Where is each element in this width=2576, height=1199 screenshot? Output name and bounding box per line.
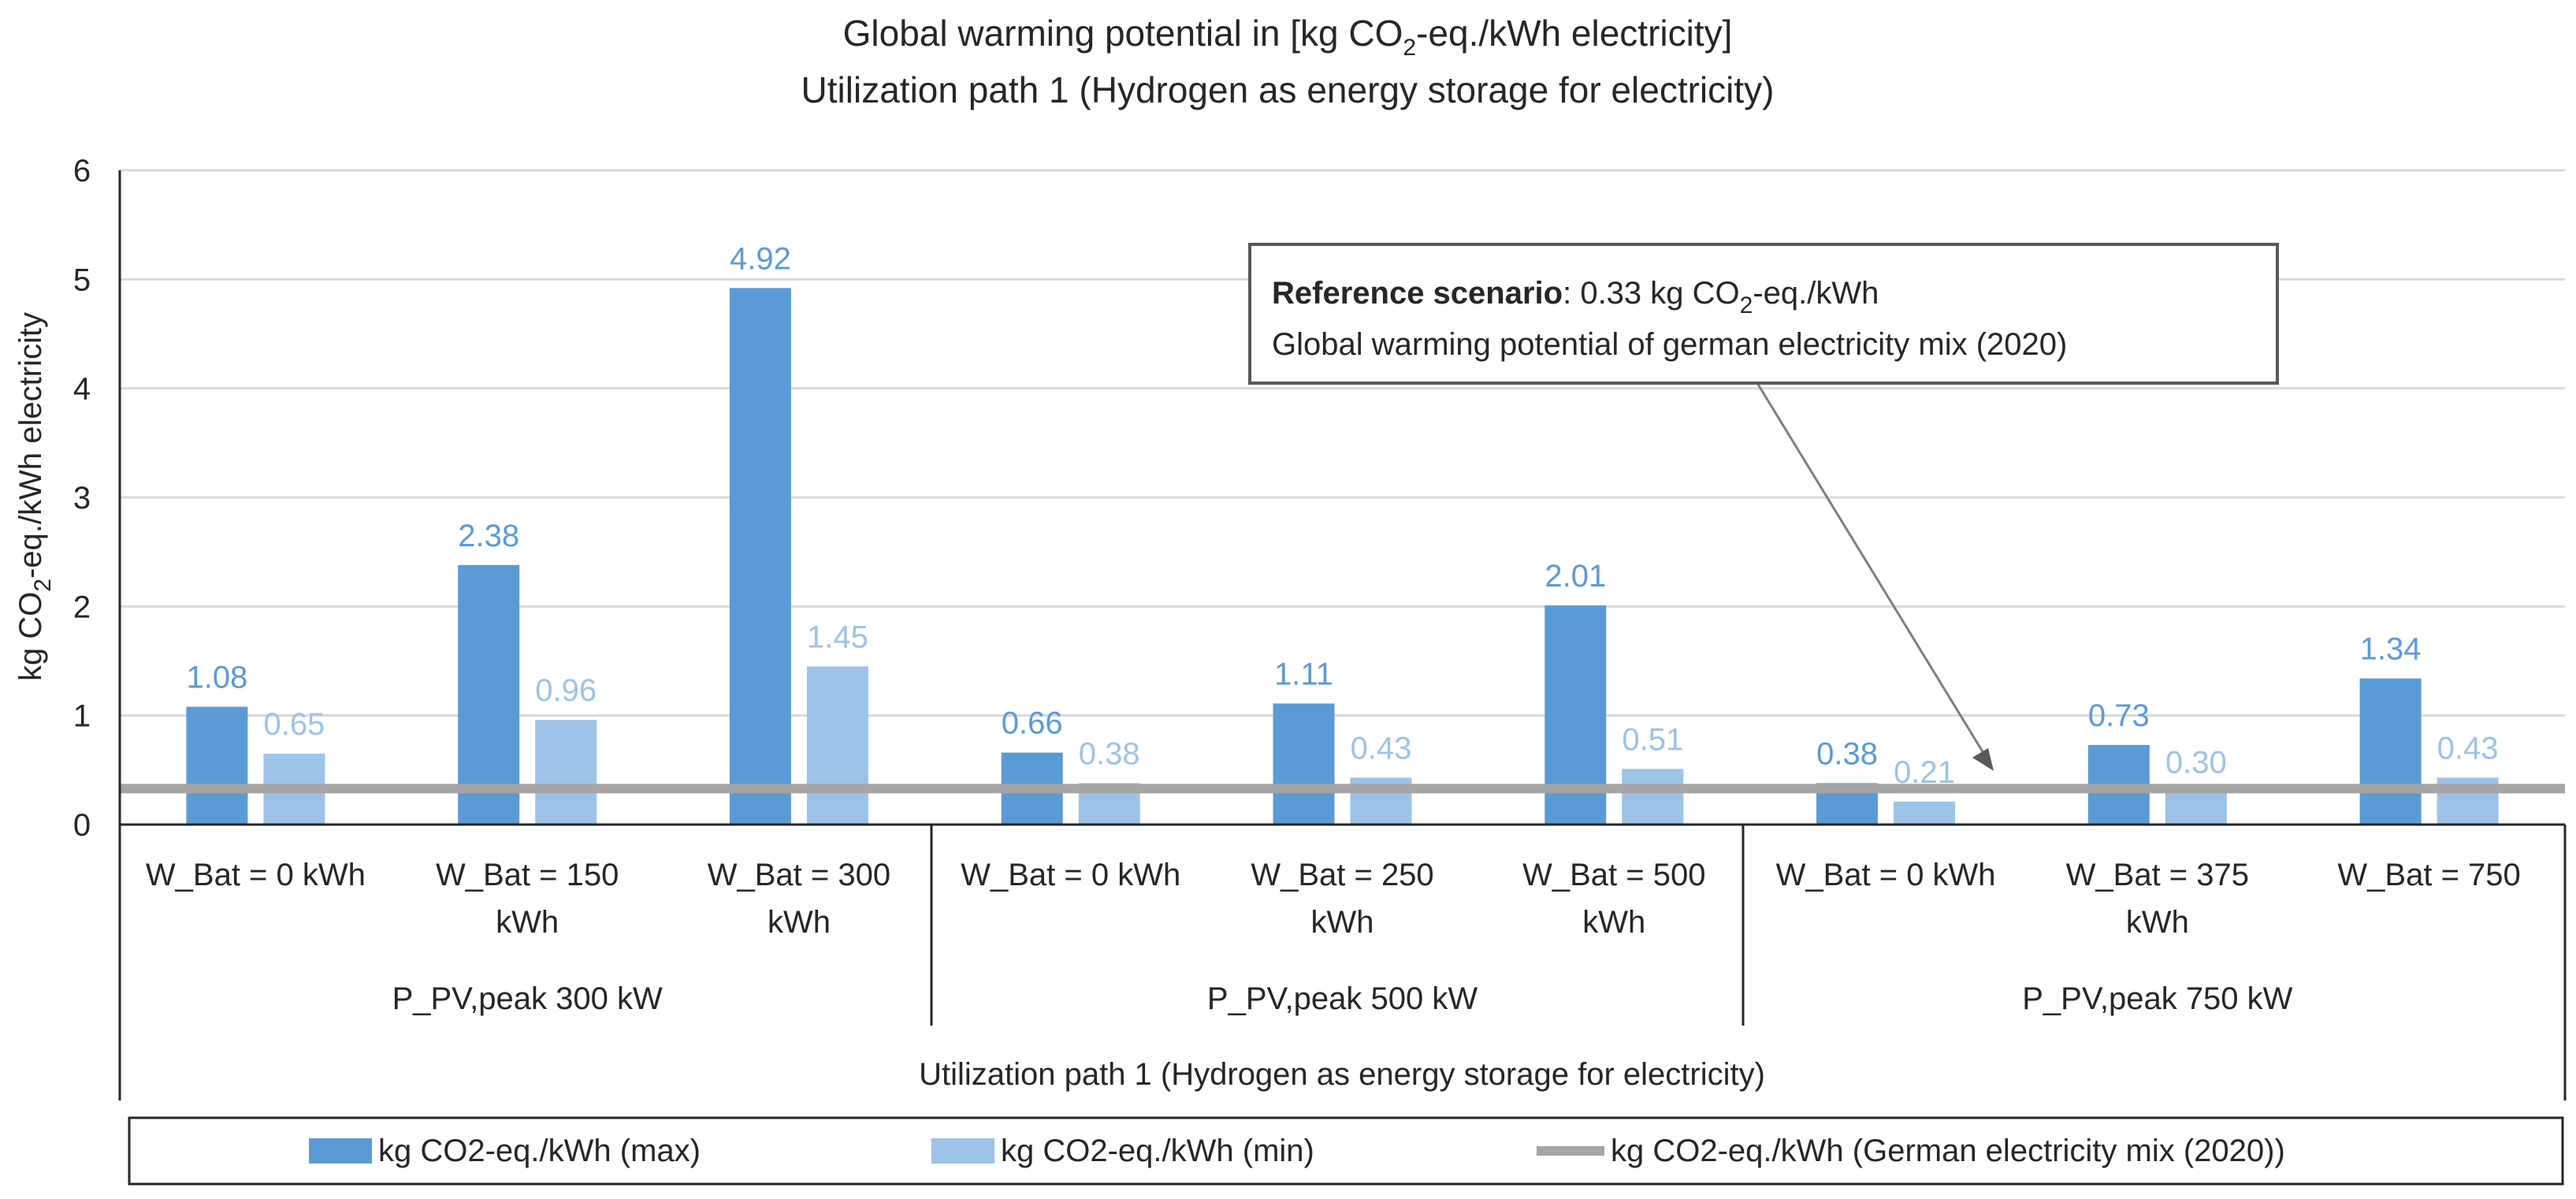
data-label-max: 0.66 bbox=[1002, 706, 1063, 741]
data-label-min: 0.96 bbox=[535, 673, 597, 708]
category-label: W_Bat = 150 bbox=[436, 858, 619, 892]
data-label-max: 0.73 bbox=[2088, 698, 2150, 733]
annotation-arrowhead bbox=[1972, 748, 1994, 771]
bar-min bbox=[1622, 769, 1684, 825]
group-label: P_PV,peak 750 kW bbox=[2022, 981, 2292, 1016]
data-label-max: 1.34 bbox=[2360, 632, 2422, 667]
category-labels: W_Bat = 0 kWh W_Bat = 150 kWh W_Bat = 300 kW… bbox=[146, 858, 2521, 940]
y-tick-label: 6 bbox=[73, 154, 91, 188]
bar-max bbox=[186, 706, 248, 825]
bar-max bbox=[458, 564, 520, 825]
legend-label-reference: kg CO2-eq./kWh (German electricity mix (… bbox=[1611, 1134, 2285, 1168]
y-axis-label: kg CO2-eq./kWh electricity bbox=[13, 312, 56, 681]
category-label: W_Bat = 0 kWh bbox=[1776, 858, 1996, 892]
category-label: W_Bat = 500 bbox=[1522, 858, 1705, 892]
data-label-min: 0.65 bbox=[263, 707, 325, 742]
category-label: kWh bbox=[2126, 905, 2189, 940]
legend-label-max: kg CO2-eq./kWh (max) bbox=[378, 1134, 701, 1168]
category-label: W_Bat = 750 bbox=[2337, 858, 2520, 892]
annotation-line-2: Global warming potential of german elect… bbox=[1272, 327, 2067, 362]
annotation-box bbox=[1248, 243, 2279, 385]
bar-min bbox=[535, 720, 597, 825]
bar-min bbox=[2165, 791, 2227, 825]
y-tick-label: 4 bbox=[73, 372, 91, 407]
legend-label-min: kg CO2-eq./kWh (min) bbox=[1001, 1134, 1314, 1168]
category-label: W_Bat = 0 kWh bbox=[146, 858, 366, 892]
category-label: W_Bat = 250 bbox=[1251, 858, 1433, 892]
category-label: W_Bat = 300 bbox=[708, 858, 890, 892]
data-label-max: 1.11 bbox=[1274, 657, 1333, 691]
bar-min bbox=[1894, 801, 1956, 825]
group-labels: P_PV,peak 300 kW P_PV,peak 500 kW P_PV,pea… bbox=[392, 981, 2293, 1016]
category-label: W_Bat = 0 kWh bbox=[961, 858, 1180, 892]
bar-max bbox=[2359, 678, 2422, 825]
data-label-min: 0.30 bbox=[2165, 746, 2227, 780]
outer-group-label: Utilization path 1 (Hydrogen as energy s… bbox=[919, 1057, 1765, 1092]
bar-max bbox=[1273, 703, 1335, 825]
data-label-min: 0.43 bbox=[2437, 732, 2499, 766]
category-label: kWh bbox=[496, 905, 559, 940]
group-label: P_PV,peak 300 kW bbox=[392, 981, 663, 1016]
chart-title: Global warming potential in [kg CO2-eq./… bbox=[843, 13, 1733, 61]
data-label-max: 2.38 bbox=[458, 519, 519, 553]
bar-max bbox=[729, 288, 791, 825]
data-label-min: 0.43 bbox=[1351, 732, 1412, 766]
data-label-max: 1.08 bbox=[186, 661, 247, 695]
data-labels: 1.08 0.65 2.38 0.96 4.92 1.45 0.66 0.38 1.11 0.43… bbox=[186, 241, 2498, 790]
legend-swatch-max bbox=[309, 1138, 372, 1164]
chart-subtitle: Utilization path 1 (Hydrogen as energy s… bbox=[801, 69, 1775, 110]
category-label: kWh bbox=[1582, 905, 1645, 940]
annotation-line-1: Reference scenario: 0.33 kg CO2-eq./kWh bbox=[1272, 276, 1879, 318]
legend-box bbox=[128, 1116, 2564, 1186]
category-axis-lines bbox=[118, 825, 2567, 1100]
legend-swatch-min bbox=[931, 1138, 994, 1164]
y-tick-label: 3 bbox=[73, 481, 91, 516]
group-label: P_PV,peak 500 kW bbox=[1207, 981, 1478, 1016]
y-tick-label: 1 bbox=[73, 699, 91, 734]
data-label-max: 4.92 bbox=[730, 241, 791, 276]
y-tick-label: 2 bbox=[73, 590, 91, 624]
y-tick-label: 0 bbox=[73, 808, 91, 843]
data-label-max: 0.38 bbox=[1816, 736, 1878, 771]
category-label: W_Bat = 375 bbox=[2066, 858, 2249, 892]
data-label-min: 0.51 bbox=[1622, 722, 1683, 757]
y-axis-ticks: 0 1 2 3 4 5 6 bbox=[73, 154, 91, 843]
annotation-arrow bbox=[1756, 382, 1987, 758]
data-label-min: 1.45 bbox=[807, 620, 868, 654]
data-label-max: 2.01 bbox=[1544, 559, 1606, 594]
data-label-min: 0.38 bbox=[1079, 736, 1140, 771]
category-label: kWh bbox=[1311, 905, 1374, 940]
category-label: kWh bbox=[768, 905, 831, 940]
bar-min bbox=[806, 666, 868, 825]
y-tick-label: 5 bbox=[73, 263, 91, 297]
